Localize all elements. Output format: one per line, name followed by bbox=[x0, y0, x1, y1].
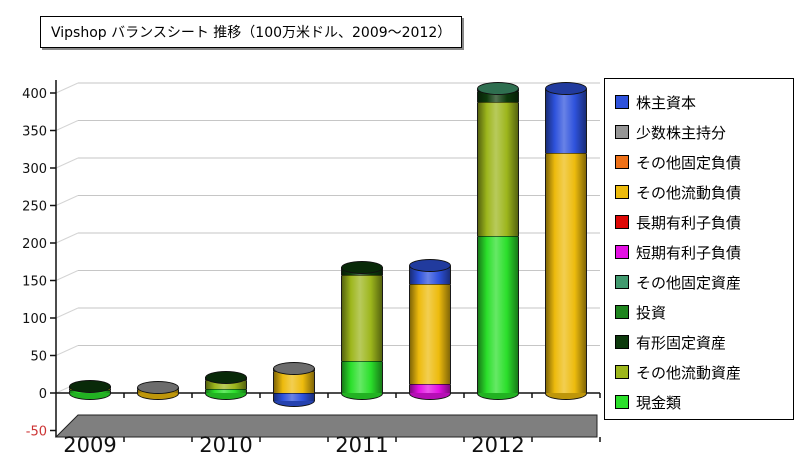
bar-segment-現金類 bbox=[341, 360, 383, 393]
y-axis-label: 50 bbox=[30, 350, 47, 365]
x-axis-label: 2009 bbox=[63, 433, 116, 457]
cylinder-top-cap bbox=[545, 82, 587, 95]
bar-segment-株主資本 bbox=[273, 393, 315, 401]
perspective-connector bbox=[55, 307, 79, 319]
legend-item: 有形固定資産 bbox=[615, 327, 793, 357]
legend-item-label: 少数株主持分 bbox=[636, 123, 727, 142]
legend-color-swatch-icon bbox=[615, 395, 629, 409]
bar-segment-その他流動負債 bbox=[409, 284, 451, 384]
perspective-connector bbox=[55, 157, 79, 169]
y-axis-label: 0 bbox=[39, 387, 47, 402]
legend-item-label: その他流動負債 bbox=[636, 183, 742, 202]
x-axis-label: 2011 bbox=[335, 433, 388, 457]
x-axis-label: 2012 bbox=[471, 433, 524, 457]
legend: 株主資本少数株主持分 その他固定負債 その他流動負債 長期有利子負債 短期有利子負債 その… bbox=[604, 78, 794, 420]
bar-segment-その他流動負債 bbox=[545, 153, 587, 393]
legend-item-label: 短期有利子負債 bbox=[636, 243, 742, 262]
legend-color-swatch-icon bbox=[615, 245, 629, 259]
legend-color-swatch-icon bbox=[615, 95, 629, 109]
cylinder-top-cap bbox=[137, 381, 179, 395]
perspective-connector bbox=[55, 120, 79, 131]
legend-item: その他流動資産 bbox=[615, 357, 793, 387]
perspective-connector bbox=[55, 345, 79, 356]
cylinder-top-cap bbox=[205, 370, 247, 384]
legend-item: その他固定負債 bbox=[615, 147, 793, 177]
cylinder-top-cap bbox=[341, 260, 383, 274]
legend-item-label: その他固定資産 bbox=[636, 273, 742, 292]
y-axis-label: 400 bbox=[22, 87, 47, 102]
legend-item: その他固定資産 bbox=[615, 267, 793, 297]
floor-3d bbox=[54, 414, 598, 438]
cylinder-top-cap bbox=[477, 82, 519, 95]
bar-segment-現金類 bbox=[205, 388, 247, 393]
legend-item: 投資 bbox=[615, 297, 793, 327]
cylinder-top-cap bbox=[409, 259, 451, 272]
legend-item-label: 投資 bbox=[636, 303, 667, 322]
legend-color-swatch-icon bbox=[615, 185, 629, 199]
legend-item: その他流動負債 bbox=[615, 177, 793, 207]
bar-segment-現金類 bbox=[477, 235, 519, 393]
perspective-connector bbox=[55, 82, 79, 94]
legend-color-swatch-icon bbox=[615, 305, 629, 319]
y-axis-label: 350 bbox=[22, 125, 47, 140]
perspective-connector bbox=[55, 232, 79, 244]
legend-color-swatch-icon bbox=[615, 155, 629, 169]
cylinder-top-cap bbox=[273, 361, 315, 375]
chart-title: Vipshop バランスシート 推移（100万米ドル、2009～2012） bbox=[40, 16, 463, 48]
legend-item-label: 現金類 bbox=[636, 393, 682, 412]
legend-item-label: その他流動資産 bbox=[636, 363, 742, 382]
perspective-connector bbox=[55, 195, 79, 206]
legend-item: 少数株主持分 bbox=[615, 117, 793, 147]
bar-segment-株主資本 bbox=[545, 88, 587, 153]
bar-segment-その他流動資産 bbox=[341, 274, 383, 361]
legend-item: 短期有利子負債 bbox=[615, 237, 793, 267]
x-axis-label: 2010 bbox=[199, 433, 252, 457]
legend-item: 現金類 bbox=[615, 387, 793, 417]
legend-item-label: その他固定負債 bbox=[636, 153, 742, 172]
y-axis-label: 250 bbox=[22, 200, 47, 215]
y-axis-label: -50 bbox=[26, 425, 47, 440]
y-axis-label: 150 bbox=[22, 275, 47, 290]
legend-color-swatch-icon bbox=[615, 125, 629, 139]
legend-color-swatch-icon bbox=[615, 215, 629, 229]
cylinder-top-cap bbox=[69, 379, 111, 393]
legend-item-label: 長期有利子負債 bbox=[636, 213, 742, 232]
perspective-connector bbox=[55, 270, 79, 281]
legend-item: 株主資本 bbox=[615, 87, 793, 117]
bar-segment-その他流動資産 bbox=[477, 102, 519, 236]
legend-color-swatch-icon bbox=[615, 365, 629, 379]
legend-color-swatch-icon bbox=[615, 275, 629, 289]
legend-color-swatch-icon bbox=[615, 335, 629, 349]
y-axis-label: 100 bbox=[22, 312, 47, 327]
bar-segment-短期有利子負債 bbox=[409, 384, 451, 393]
y-axis-label: 200 bbox=[22, 237, 47, 252]
legend-item: 長期有利子負債 bbox=[615, 207, 793, 237]
legend-item-label: 有形固定資産 bbox=[636, 333, 727, 352]
y-axis-label: 300 bbox=[22, 162, 47, 177]
legend-item-label: 株主資本 bbox=[636, 93, 697, 112]
